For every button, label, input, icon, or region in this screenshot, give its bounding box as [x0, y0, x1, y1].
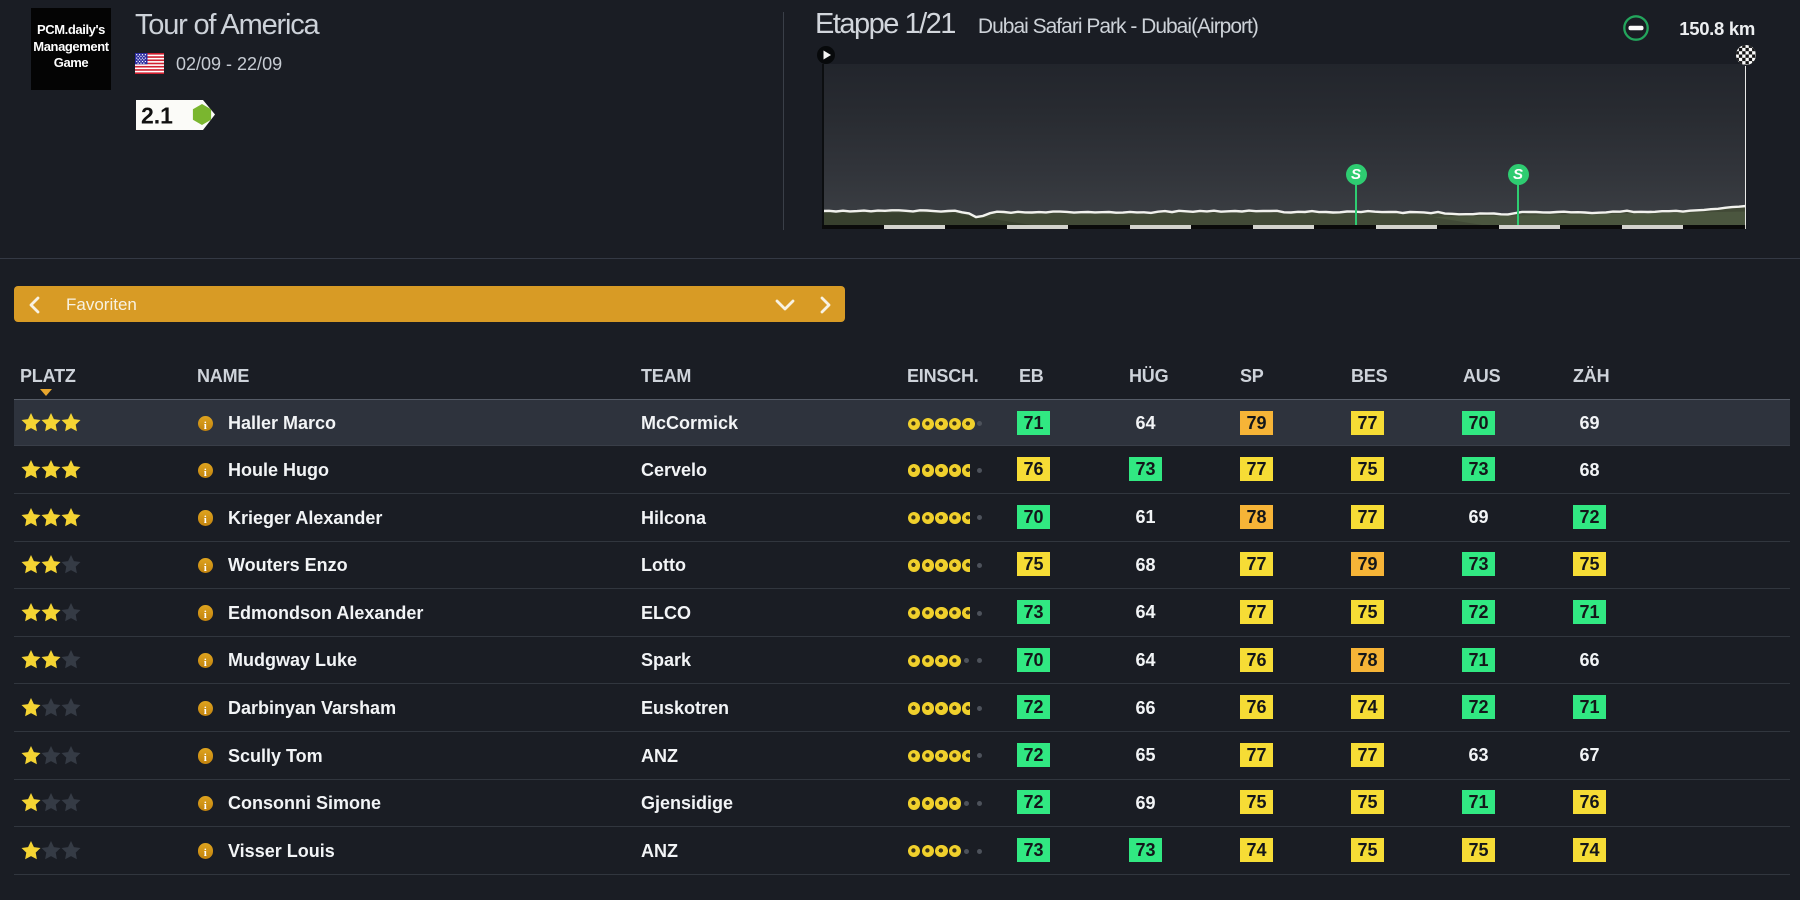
svg-text:2.1: 2.1 — [141, 103, 173, 129]
